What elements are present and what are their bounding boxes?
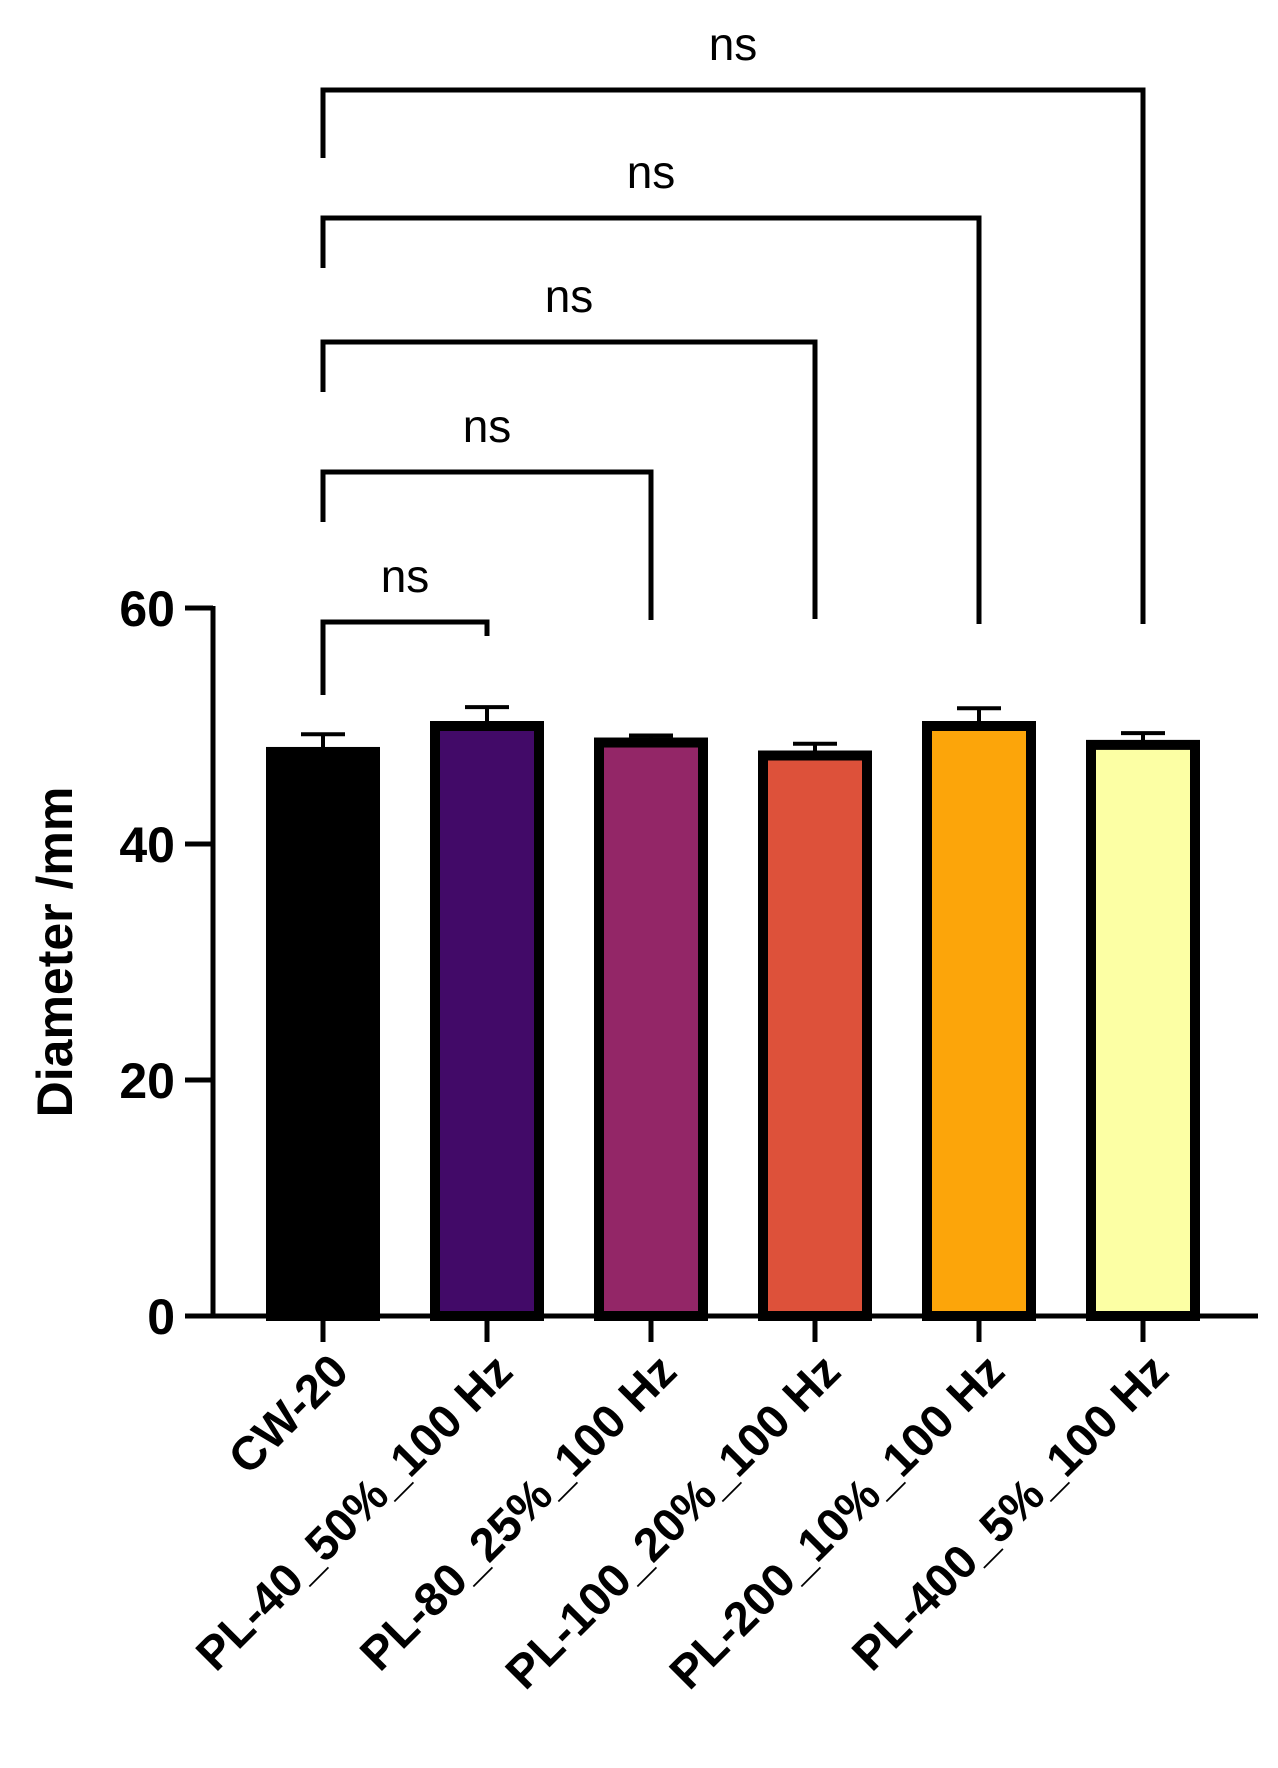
significance-label-2: ns xyxy=(463,400,512,452)
x-category-label-3: PL-80_25%_100 Hz xyxy=(349,1344,686,1681)
y-tick-label: 40 xyxy=(119,817,175,873)
y-tick-label: 60 xyxy=(119,581,175,637)
bar-6 xyxy=(1086,739,1200,1321)
significance-label-5: ns xyxy=(709,18,758,70)
x-category-label-1: CW-20 xyxy=(218,1344,358,1484)
significance-label-1: ns xyxy=(381,550,430,602)
bar-4 xyxy=(758,750,872,1321)
y-tick-label: 0 xyxy=(147,1289,175,1345)
bar-1 xyxy=(266,746,380,1321)
bar-3 xyxy=(594,737,708,1321)
significance-bracket-3 xyxy=(320,339,818,619)
significance-bracket-5 xyxy=(320,87,1146,624)
significance-bracket-4 xyxy=(320,215,982,624)
bar-5 xyxy=(922,721,1036,1321)
x-category-label-6: PL-400_5%_100 Hz xyxy=(841,1344,1178,1681)
bars xyxy=(266,705,1200,1321)
y-axis-title: Diameter /mm xyxy=(27,787,83,1118)
significance-label-4: ns xyxy=(627,146,676,198)
bar-2 xyxy=(430,721,544,1321)
x-category-label-2: PL-40_50%_100 Hz xyxy=(185,1344,522,1681)
significance-bracket-1 xyxy=(320,619,490,695)
x-category-label-5: PL-200_10%_100 Hz xyxy=(659,1344,1014,1699)
x-category-label-4: PL-100_20%_100 Hz xyxy=(495,1344,850,1699)
significance-brackets xyxy=(320,87,1146,695)
y-tick-label: 20 xyxy=(119,1053,175,1109)
significance-label-3: ns xyxy=(545,270,594,322)
significance-bracket-2 xyxy=(320,469,654,620)
